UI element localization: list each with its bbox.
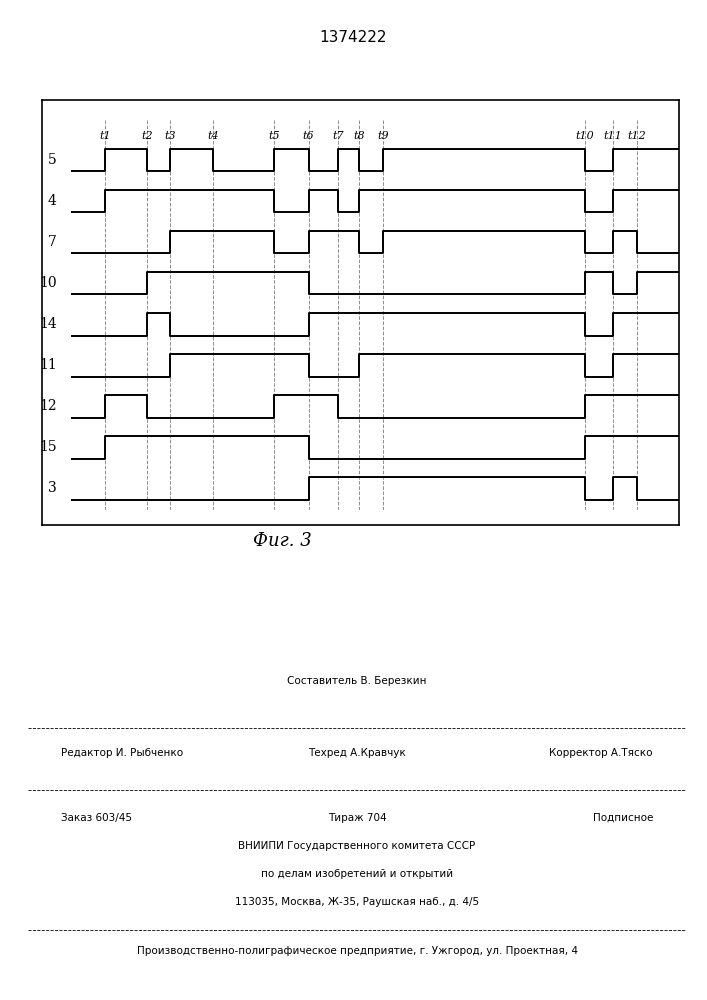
Text: 12: 12	[39, 399, 57, 413]
Text: 15: 15	[39, 440, 57, 454]
Text: 7: 7	[48, 235, 57, 249]
Text: t8: t8	[354, 131, 365, 141]
Text: Фиг. 3: Фиг. 3	[253, 532, 312, 550]
Text: Заказ 603/45: Заказ 603/45	[62, 813, 132, 823]
Text: t2: t2	[141, 131, 153, 141]
Text: t6: t6	[303, 131, 315, 141]
Text: Составитель В. Березкин: Составитель В. Березкин	[287, 676, 427, 686]
Text: 5: 5	[48, 153, 57, 167]
Text: t9: t9	[378, 131, 390, 141]
Text: 10: 10	[39, 276, 57, 290]
Text: Подписное: Подписное	[592, 813, 653, 823]
Text: Корректор А.Тяско: Корректор А.Тяско	[549, 748, 653, 758]
Text: 113035, Москва, Ж-35, Раушская наб., д. 4/5: 113035, Москва, Ж-35, Раушская наб., д. …	[235, 897, 479, 907]
Text: Техред А.Кравчук: Техред А.Кравчук	[308, 748, 406, 758]
Text: Производственно-полиграфическое предприятие, г. Ужгород, ул. Проектная, 4: Производственно-полиграфическое предприя…	[136, 946, 578, 956]
Text: t4: t4	[207, 131, 219, 141]
Text: 4: 4	[48, 194, 57, 208]
Text: t1: t1	[100, 131, 111, 141]
Text: t3: t3	[164, 131, 175, 141]
Text: Редактор И. Рыбченко: Редактор И. Рыбченко	[62, 748, 183, 758]
Text: 1374222: 1374222	[320, 30, 387, 45]
Text: Тираж 704: Тираж 704	[328, 813, 386, 823]
Text: ВНИИПИ Государственного комитета СССР: ВНИИПИ Государственного комитета СССР	[238, 841, 476, 851]
Text: t10: t10	[575, 131, 595, 141]
Text: t12: t12	[628, 131, 646, 141]
Text: t7: t7	[332, 131, 344, 141]
Text: t11: t11	[603, 131, 622, 141]
Text: 3: 3	[48, 481, 57, 495]
Text: 14: 14	[39, 317, 57, 331]
Text: по делам изобретений и открытий: по делам изобретений и открытий	[261, 869, 453, 879]
Text: 11: 11	[39, 358, 57, 372]
Text: t5: t5	[268, 131, 280, 141]
